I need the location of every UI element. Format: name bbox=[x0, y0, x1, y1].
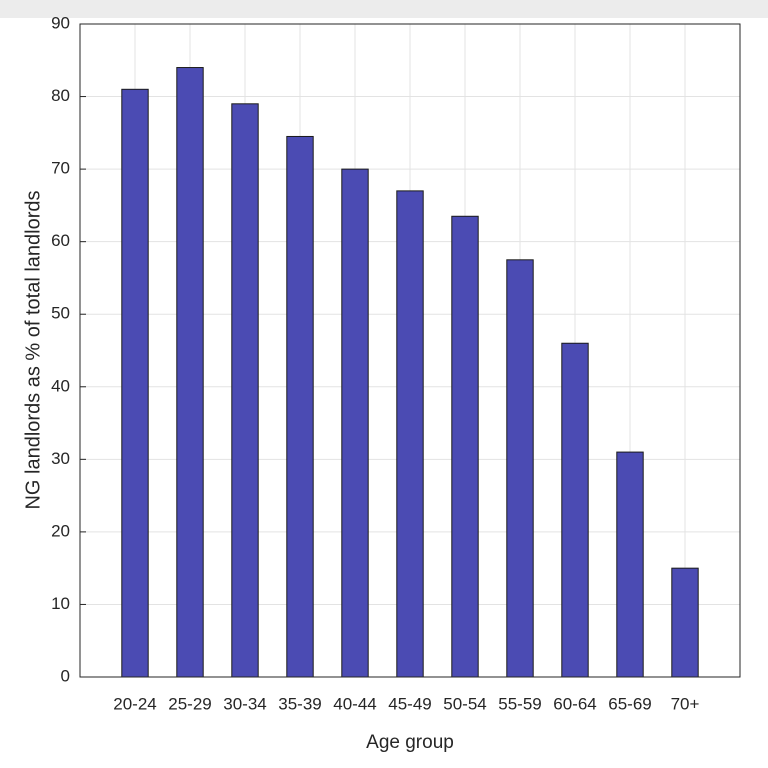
x-tick-label: 55-59 bbox=[498, 694, 541, 713]
x-tick-label: 35-39 bbox=[278, 694, 321, 713]
x-tick-label: 65-69 bbox=[608, 694, 651, 713]
bar bbox=[671, 567, 699, 678]
bar bbox=[121, 88, 149, 678]
x-tick-label: 20-24 bbox=[113, 694, 156, 713]
x-tick-label: 25-29 bbox=[168, 694, 211, 713]
y-tick-label: 20 bbox=[51, 521, 70, 540]
x-tick-label: 45-49 bbox=[388, 694, 431, 713]
bar bbox=[506, 259, 534, 678]
bar bbox=[231, 103, 259, 678]
y-tick-label: 80 bbox=[51, 86, 70, 105]
bar bbox=[561, 342, 589, 678]
y-tick-label: 50 bbox=[51, 304, 70, 323]
x-tick-label: 40-44 bbox=[333, 694, 376, 713]
bar bbox=[341, 168, 369, 678]
bar bbox=[286, 135, 314, 678]
plot-frame bbox=[79, 23, 741, 678]
y-tick-label: 40 bbox=[51, 376, 70, 395]
bar bbox=[176, 67, 204, 678]
y-tick-label: 10 bbox=[51, 594, 70, 613]
x-tick-label: 50-54 bbox=[443, 694, 486, 713]
y-tick-label: 30 bbox=[51, 449, 70, 468]
bar bbox=[396, 190, 424, 678]
y-axis-label: NG landlords as % of total landlords bbox=[22, 190, 44, 509]
bar bbox=[451, 215, 479, 678]
x-tick-label: 60-64 bbox=[553, 694, 596, 713]
y-tick-label: 90 bbox=[51, 13, 70, 32]
y-tick-label: 70 bbox=[51, 159, 70, 178]
x-tick-label: 30-34 bbox=[223, 694, 266, 713]
top-bar bbox=[0, 0, 768, 18]
y-tick-label: 60 bbox=[51, 231, 70, 250]
x-tick-label: 70+ bbox=[671, 694, 700, 713]
y-tick-label: 0 bbox=[61, 666, 70, 685]
x-axis-label: Age group bbox=[366, 732, 454, 753]
bar bbox=[616, 451, 644, 678]
